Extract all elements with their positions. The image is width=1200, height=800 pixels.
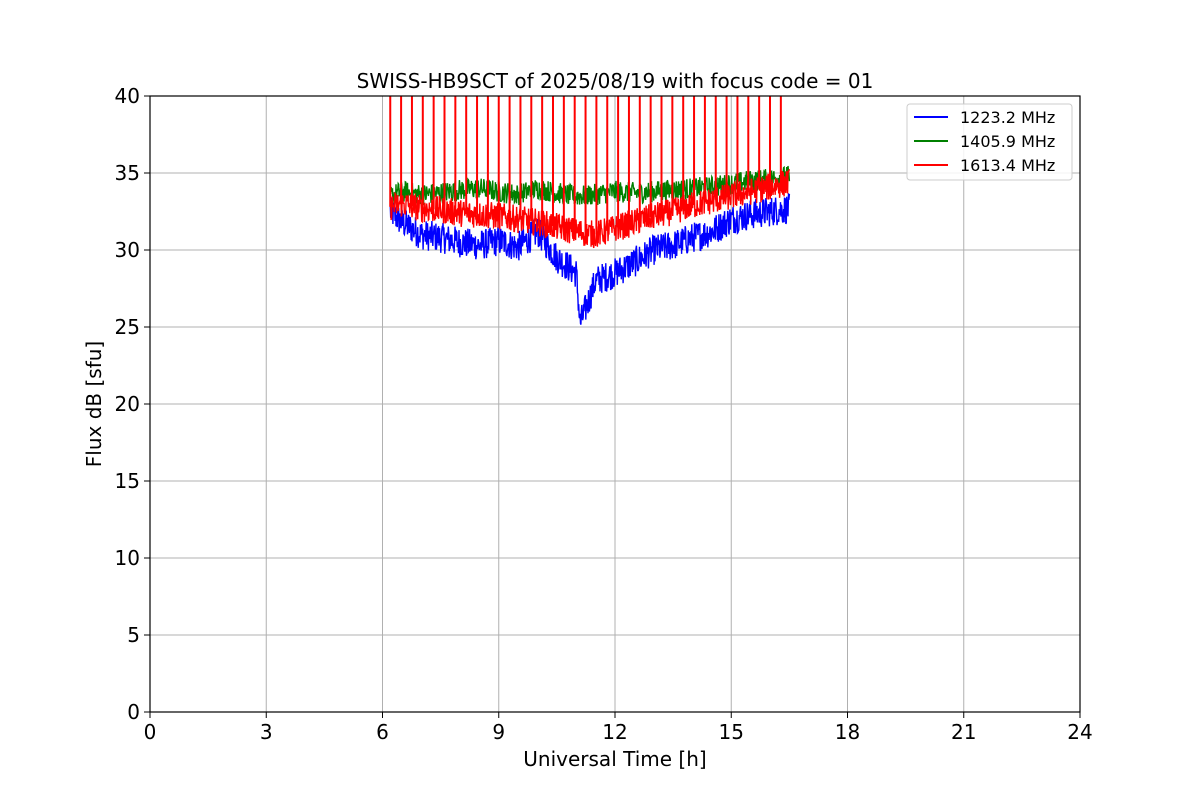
y-tick-label: 5 [127, 623, 140, 647]
x-tick-label: 21 [951, 720, 976, 744]
ticks: 0 3 6 9 12 15 18 21 24 0 5 10 15 20 25 30 35 40 [115, 84, 1093, 744]
x-tick-label: 6 [376, 720, 389, 744]
x-tick-label: 3 [260, 720, 273, 744]
series-line [389, 193, 791, 325]
x-tick-label: 24 [1067, 720, 1092, 744]
series-layer [389, 96, 791, 325]
x-tick-label: 9 [492, 720, 505, 744]
series-line [389, 169, 791, 249]
x-tick-label: 0 [144, 720, 157, 744]
y-axis-title: Flux dB [sfu] [82, 341, 106, 467]
y-tick-label: 25 [115, 315, 140, 339]
y-tick-label: 20 [115, 392, 140, 416]
chart-title: SWISS-HB9SCT of 2025/08/19 with focus co… [357, 69, 874, 93]
y-tick-label: 15 [115, 469, 140, 493]
series-0 [389, 193, 791, 325]
x-tick-label: 12 [602, 720, 627, 744]
legend-label: 1613.4 MHz [960, 156, 1055, 175]
legend-label: 1223.2 MHz [960, 108, 1055, 127]
series-2 [389, 96, 791, 249]
y-tick-label: 10 [115, 546, 140, 570]
x-axis-title: Universal Time [h] [523, 747, 706, 771]
y-tick-label: 30 [115, 238, 140, 262]
legend: 1223.2 MHz 1405.9 MHz 1613.4 MHz [906, 103, 1073, 181]
y-tick-label: 35 [115, 161, 140, 185]
x-tick-label: 15 [719, 720, 744, 744]
y-tick-label: 0 [127, 700, 140, 724]
x-tick-label: 18 [835, 720, 860, 744]
legend-box [906, 103, 1073, 181]
legend-label: 1405.9 MHz [960, 132, 1055, 151]
series-line [389, 165, 791, 206]
y-tick-label: 40 [115, 84, 140, 108]
